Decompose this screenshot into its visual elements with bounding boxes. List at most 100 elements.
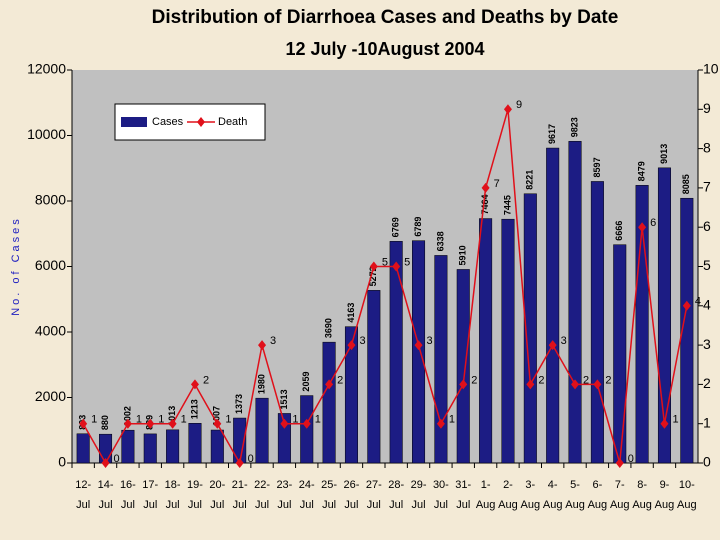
x-tick-label-part: 28- [388,479,404,491]
x-tick-label: 29- Jul [411,479,427,511]
point-value-label: 1 [181,414,187,426]
point-value-label: 3 [270,335,276,347]
y2-tick-label: 5 [703,257,711,273]
x-tick-label-part: 21- [232,479,248,491]
bar [568,141,582,464]
bar-value-label: 6789 [413,217,423,237]
point-value-label: 0 [114,453,120,465]
x-tick-label: 1- Aug [476,479,496,511]
death-marker [682,300,691,311]
bar-value-label: 7445 [502,195,512,215]
death-marker [369,261,378,272]
x-tick-label-part: Aug [588,499,608,511]
bar [657,167,671,464]
legend-marker [197,117,205,127]
bar-value-label: 1013 [167,406,177,426]
x-tick-label-part: 16- [120,479,136,491]
y-tick-label: 6000 [35,257,66,273]
x-tick-label-part: 18- [165,479,181,491]
x-tick-label-part: Jul [456,499,470,511]
x-tick-label-part: 20- [209,479,225,491]
x-tick-label-part: Jul [233,499,247,511]
y-tick-label: 10000 [27,126,66,142]
death-marker [123,418,132,429]
legend-label: Cases [152,116,184,128]
point-value-label: 2 [471,374,477,386]
bar [188,423,202,464]
chart-subtitle: 12 July -10August 2004 [285,39,484,59]
x-tick-label-part: 4- [548,479,558,491]
x-tick-label-part: 26- [344,479,360,491]
point-value-label: 1 [91,414,97,426]
x-tick-label-part: 25- [321,479,337,491]
point-value-label: 1 [292,414,298,426]
death-marker [190,379,199,390]
death-marker [414,340,423,351]
x-tick-label: 18- Jul [165,479,181,511]
death-marker [347,340,356,351]
x-tick-label: 20- Jul [209,479,225,511]
point-value-label: 2 [605,374,611,386]
y-tick-label: 12000 [27,61,66,77]
y2-tick-label: 4 [703,297,711,313]
x-tick-label-part: 23- [276,479,292,491]
point-value-label: 2 [538,374,544,386]
bar-value-label: 5910 [458,245,468,265]
x-tick-label: 5- Aug [565,479,585,511]
bar-value-label: 6769 [391,217,401,237]
x-tick-label-part: Jul [255,499,269,511]
bar [434,255,448,464]
x-tick-label-part: Aug [521,499,541,511]
bar-value-label: 1373 [234,394,244,414]
bar [367,290,381,464]
death-marker [235,458,244,468]
x-tick-label-part: 24- [299,479,315,491]
bar [590,181,604,464]
x-tick-label: 19- Jul [187,479,203,511]
death-marker [436,418,445,429]
x-tick-label-part: Jul [210,499,224,511]
bar-value-label: 4163 [346,303,356,323]
point-value-label: 1 [315,414,321,426]
bar-value-label: 880 [100,415,110,430]
x-tick-label-part: 2- [503,479,513,491]
death-marker [660,418,669,429]
x-tick-label: 16- Jul [120,479,136,511]
x-tick-label-part: Jul [389,499,403,511]
bar-value-label: 2059 [301,372,311,392]
x-tick-label-part: Jul [166,499,180,511]
bar-value-label: 1007 [212,406,222,426]
bar-value-label: 6666 [614,221,624,241]
y-tick-label: 4000 [35,323,66,339]
bar-value-label: 1213 [189,399,199,419]
y-tick-label: 2000 [35,388,66,404]
x-tick-label: 21- Jul [232,479,248,511]
point-value-label: 1 [225,414,231,426]
y2-tick-label: 9 [703,100,711,116]
x-tick-label-part: Aug [677,499,697,511]
x-tick-label-part: 29- [411,479,427,491]
x-tick-label-part: Aug [655,499,675,511]
x-tick-label-part: 14- [98,479,114,491]
x-tick-label: 22- Jul [254,479,270,511]
y2-tick-label: 1 [703,414,711,430]
x-tick-label-part: Jul [412,499,426,511]
point-value-label: 3 [359,335,365,347]
x-tick-label-part: Jul [277,499,291,511]
bar [389,241,403,464]
point-value-label: 2 [337,374,343,386]
point-value-label: 7 [494,178,500,190]
x-tick-label-part: 8- [637,479,647,491]
bar-value-label: 8597 [592,157,602,177]
death-marker [325,379,334,390]
death-marker [258,340,267,351]
point-value-label: 1 [672,414,678,426]
bar [479,218,493,464]
x-tick-label-part: 6- [593,479,603,491]
x-tick-label-part: Aug [498,499,518,511]
y-tick-label: 0 [58,454,66,470]
bar-value-label: 9013 [659,144,669,164]
x-tick-label: 14- Jul [98,479,114,511]
x-tick-label-part: 30- [433,479,449,491]
point-value-label: 5 [382,256,388,268]
